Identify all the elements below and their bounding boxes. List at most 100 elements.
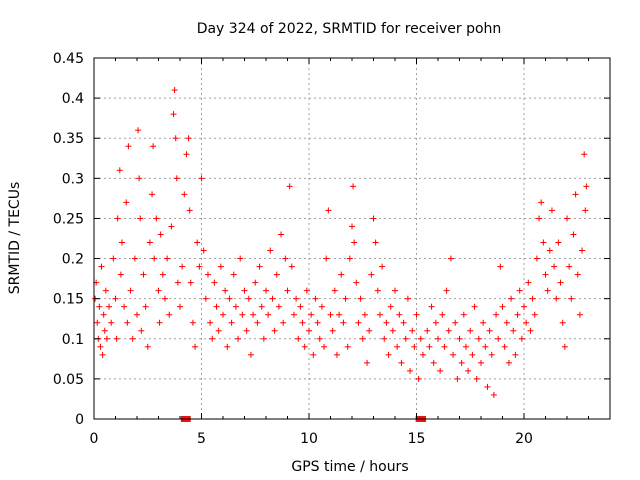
data-point bbox=[250, 311, 257, 318]
data-point bbox=[142, 303, 149, 310]
data-point bbox=[398, 359, 405, 366]
data-point bbox=[258, 303, 265, 310]
data-point bbox=[437, 367, 444, 374]
data-point bbox=[295, 335, 302, 342]
data-point bbox=[156, 319, 163, 326]
data-point bbox=[159, 271, 166, 278]
data-point bbox=[533, 255, 540, 262]
data-point bbox=[501, 343, 508, 350]
data-point bbox=[553, 295, 560, 302]
data-point bbox=[192, 343, 199, 350]
data-point bbox=[488, 351, 495, 358]
data-point bbox=[314, 319, 321, 326]
data-point bbox=[368, 271, 375, 278]
data-point bbox=[256, 263, 263, 270]
data-point bbox=[452, 319, 459, 326]
x-tick-label: 5 bbox=[197, 431, 206, 447]
data-point bbox=[161, 295, 168, 302]
data-point bbox=[402, 335, 409, 342]
data-point bbox=[527, 327, 534, 334]
data-point bbox=[475, 335, 482, 342]
data-point bbox=[538, 199, 545, 206]
data-point bbox=[265, 311, 272, 318]
data-point bbox=[112, 295, 119, 302]
data-point bbox=[482, 343, 489, 350]
data-point bbox=[484, 383, 491, 390]
data-point bbox=[299, 319, 306, 326]
data-point bbox=[94, 319, 101, 326]
data-point bbox=[336, 311, 343, 318]
data-point bbox=[271, 327, 278, 334]
data-point bbox=[379, 263, 386, 270]
data-point bbox=[164, 255, 171, 262]
data-point bbox=[200, 247, 207, 254]
data-point bbox=[473, 375, 480, 382]
x-tick-label: 20 bbox=[515, 431, 533, 447]
data-point bbox=[551, 263, 558, 270]
data-point bbox=[383, 319, 390, 326]
data-points bbox=[92, 87, 590, 398]
data-point bbox=[579, 247, 586, 254]
data-point bbox=[217, 263, 224, 270]
data-point bbox=[194, 239, 201, 246]
data-point bbox=[361, 311, 368, 318]
data-point bbox=[308, 311, 315, 318]
data-point bbox=[243, 327, 250, 334]
data-point bbox=[450, 351, 457, 358]
data-point bbox=[116, 167, 123, 174]
data-point bbox=[207, 319, 214, 326]
data-point bbox=[544, 287, 551, 294]
data-point bbox=[97, 343, 104, 350]
data-point bbox=[458, 359, 465, 366]
data-point bbox=[329, 327, 336, 334]
data-point bbox=[127, 287, 134, 294]
data-point bbox=[564, 215, 570, 222]
data-point bbox=[555, 239, 562, 246]
data-point bbox=[114, 215, 121, 222]
data-point bbox=[286, 183, 293, 190]
data-point bbox=[103, 335, 110, 342]
data-point bbox=[230, 271, 237, 278]
data-point bbox=[465, 367, 472, 374]
data-point bbox=[100, 311, 107, 318]
data-point bbox=[394, 343, 401, 350]
data-point bbox=[462, 343, 469, 350]
data-point bbox=[355, 319, 362, 326]
y-tick-label: 0.1 bbox=[62, 332, 84, 348]
data-point bbox=[136, 175, 143, 182]
data-point bbox=[166, 311, 173, 318]
data-point bbox=[224, 343, 231, 350]
data-point bbox=[460, 311, 467, 318]
data-point bbox=[137, 215, 144, 222]
data-point bbox=[327, 311, 334, 318]
y-tick-label: 0.05 bbox=[53, 372, 84, 388]
x-tick-label: 15 bbox=[408, 431, 426, 447]
data-point bbox=[521, 303, 527, 310]
data-point bbox=[237, 255, 244, 262]
data-point bbox=[409, 327, 416, 334]
data-point bbox=[540, 239, 547, 246]
data-point bbox=[189, 319, 196, 326]
data-point bbox=[129, 335, 136, 342]
data-point bbox=[471, 303, 478, 310]
data-point bbox=[260, 335, 267, 342]
data-point bbox=[325, 207, 332, 214]
data-point bbox=[404, 295, 411, 302]
x-tick-label: 10 bbox=[300, 431, 318, 447]
data-point bbox=[321, 343, 328, 350]
data-point bbox=[157, 231, 164, 238]
data-point bbox=[131, 255, 138, 262]
data-point bbox=[269, 295, 276, 302]
data-point bbox=[514, 311, 521, 318]
data-point bbox=[566, 263, 573, 270]
data-point bbox=[385, 351, 392, 358]
data-point bbox=[443, 287, 450, 294]
data-point bbox=[232, 303, 239, 310]
data-point bbox=[435, 335, 441, 342]
data-point bbox=[134, 311, 140, 318]
data-point bbox=[428, 303, 435, 310]
data-point bbox=[213, 303, 220, 310]
data-point bbox=[493, 311, 500, 318]
y-tick-label: 0.2 bbox=[62, 252, 84, 268]
data-point bbox=[290, 311, 297, 318]
